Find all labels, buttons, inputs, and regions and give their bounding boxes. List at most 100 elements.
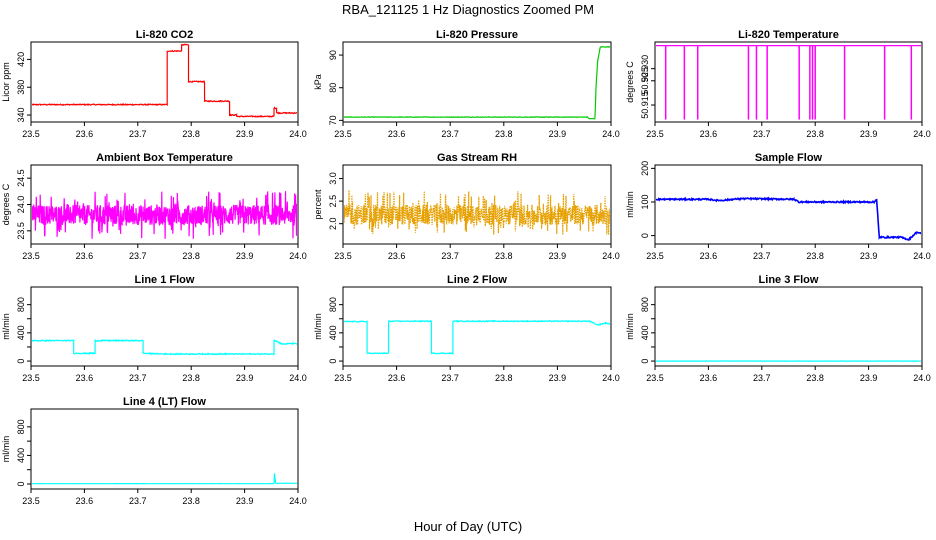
plot-frame	[654, 286, 923, 367]
y-axis-label: ml/min	[625, 313, 635, 340]
y-tick-label: 2.0	[328, 217, 338, 230]
x-tick-label: 23.5	[22, 373, 40, 383]
y-tick-label: 50.915	[640, 91, 650, 119]
panel-pressure: Li-820 Pressure 23.5 23.6 23.7 23.8 23.9 24.0 7…	[313, 29, 620, 139]
panel-title: Line 1 Flow	[135, 274, 195, 286]
panel-line4: Line 4 (LT) Flow 23.5 23.6 23.7 23.8 23.9 24.0…	[1, 396, 307, 506]
x-tick-label: 23.7	[441, 251, 459, 261]
y-tick-label: 340	[16, 108, 26, 123]
y-tick-label: 800	[16, 297, 26, 312]
x-tick-label: 23.6	[76, 129, 94, 139]
panel-title: Li-820 Temperature	[738, 29, 839, 41]
panel-title: Sample Flow	[755, 152, 823, 164]
x-tick-label: 23.9	[236, 496, 254, 506]
x-tick-label: 24.0	[913, 129, 931, 139]
x-tick-label: 24.0	[602, 373, 620, 383]
series-line	[32, 191, 297, 239]
panel-title: Li-820 Pressure	[436, 29, 518, 41]
y-tick-label: 70	[328, 115, 338, 125]
x-tick-label: 23.8	[806, 251, 824, 261]
x-tick-label: 23.6	[76, 373, 94, 383]
series-line	[32, 43, 297, 118]
y-tick-label: 400	[16, 448, 26, 463]
plot-frame	[342, 41, 612, 123]
y-axis-label: kPa	[313, 74, 323, 90]
x-tick-label: 23.8	[182, 251, 200, 261]
x-tick-label: 23.9	[549, 129, 567, 139]
series-line	[344, 45, 610, 120]
x-tick-label: 23.5	[22, 496, 40, 506]
panels: Li-820 CO2 23.5 23.6 23.7 23.8 23.9 24.0 340 380…	[1, 29, 931, 506]
x-tick-label: 23.8	[495, 373, 513, 383]
panel-temp: Li-820 Temperature 23.5 23.6 23.7 23.8 23.9 24…	[625, 29, 931, 139]
x-tick-label: 23.7	[129, 373, 147, 383]
y-tick-label: 24.0	[16, 196, 26, 214]
y-tick-label: 0	[16, 481, 26, 486]
y-axis-label: degrees C	[1, 183, 11, 225]
x-tick-label: 23.6	[388, 251, 406, 261]
x-tick-label: 23.7	[441, 129, 459, 139]
x-tick-label: 23.5	[334, 251, 352, 261]
y-tick-label: 23.5	[16, 222, 26, 240]
y-tick-label: 800	[328, 297, 338, 312]
x-tick-label: 23.5	[22, 129, 40, 139]
x-tick-label: 23.9	[860, 251, 878, 261]
y-axis-label: percent	[313, 189, 323, 220]
series-line	[32, 338, 297, 356]
panel-title: Line 4 (LT) Flow	[123, 396, 206, 408]
x-tick-label: 23.5	[334, 373, 352, 383]
x-tick-label: 23.8	[182, 496, 200, 506]
x-tick-label: 24.0	[602, 251, 620, 261]
plot-frame	[30, 41, 299, 123]
plot-frame	[30, 286, 299, 367]
x-tick-label: 23.5	[22, 251, 40, 261]
x-tick-label: 23.7	[129, 251, 147, 261]
panel-line3: Line 3 Flow 23.5 23.6 23.7 23.8 23.9 24.0 0 400 8…	[625, 274, 931, 383]
y-tick-label: 0	[16, 359, 26, 364]
x-tick-label: 23.9	[549, 373, 567, 383]
y-axis-label: ml/min	[1, 313, 11, 340]
panel-sample: Sample Flow 23.5 23.6 23.7 23.8 23.9 24.0 0 100 2…	[625, 152, 931, 261]
x-tick-label: 24.0	[289, 129, 307, 139]
x-tick-label: 23.9	[236, 251, 254, 261]
panel-title: Li-820 CO2	[136, 29, 193, 41]
y-tick-label: 100	[640, 194, 650, 209]
x-tick-label: 23.9	[860, 373, 878, 383]
plot-frame	[342, 164, 612, 245]
x-tick-label: 23.8	[806, 373, 824, 383]
x-tick-label: 23.7	[753, 129, 771, 139]
x-tick-label: 23.7	[753, 373, 771, 383]
x-tick-label: 23.6	[700, 373, 718, 383]
y-tick-label: 420	[16, 52, 26, 67]
x-tick-label: 24.0	[602, 129, 620, 139]
x-tick-label: 23.9	[236, 129, 254, 139]
x-tick-label: 23.8	[182, 129, 200, 139]
x-tick-label: 23.8	[495, 129, 513, 139]
x-tick-label: 23.7	[441, 373, 459, 383]
plot-frame	[30, 408, 299, 490]
y-tick-label: 200	[640, 161, 650, 176]
y-tick-label: 24.5	[16, 169, 26, 187]
y-tick-label: 800	[640, 297, 650, 312]
x-tick-label: 23.8	[806, 129, 824, 139]
y-axis-label: ml/min	[1, 436, 11, 463]
panel-title: Line 3 Flow	[759, 274, 819, 286]
y-tick-label: 0	[640, 233, 650, 238]
x-tick-label: 23.5	[646, 251, 664, 261]
x-tick-label: 24.0	[913, 251, 931, 261]
y-axis-label: degrees C	[625, 61, 635, 103]
x-tick-label: 24.0	[913, 373, 931, 383]
x-tick-label: 23.6	[76, 251, 94, 261]
y-tick-label: 90	[328, 50, 338, 60]
panel-title: Line 2 Flow	[447, 274, 507, 286]
x-tick-label: 23.9	[860, 129, 878, 139]
series-line	[344, 190, 610, 235]
panel-line2: Line 2 Flow 23.5 23.6 23.7 23.8 23.9 24.0 0 400 8…	[313, 274, 620, 383]
x-tick-label: 24.0	[289, 251, 307, 261]
panel-co2: Li-820 CO2 23.5 23.6 23.7 23.8 23.9 24.0 340 380…	[1, 29, 307, 139]
y-tick-label: 3.0	[328, 172, 338, 185]
y-tick-label: 0	[640, 359, 650, 364]
series-line	[656, 196, 921, 241]
y-tick-label: 50.925	[640, 67, 650, 95]
